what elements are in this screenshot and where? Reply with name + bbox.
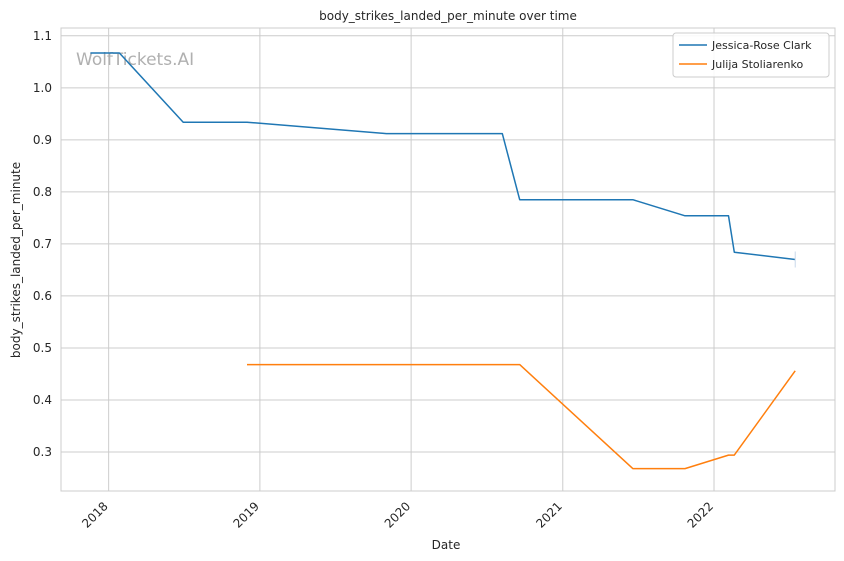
y-tick-label: 0.9 — [33, 133, 52, 147]
y-tick-label: 0.4 — [33, 393, 52, 407]
y-tick-label: 0.6 — [33, 289, 52, 303]
legend-label-jessica-rose-clark: Jessica-Rose Clark — [711, 39, 812, 52]
legend: Jessica-Rose Clark Julija Stoliarenko — [672, 32, 830, 78]
y-tick-label: 0.8 — [33, 185, 52, 199]
x-axis-title: Date — [432, 538, 461, 552]
watermark: WolfTickets.AI — [76, 50, 194, 70]
y-tick-label: 1.1 — [33, 29, 52, 43]
y-tick-label: 0.3 — [33, 445, 52, 459]
legend-box — [672, 32, 830, 78]
y-axis-title: body_strikes_landed_per_minute — [9, 162, 23, 358]
legend-label-julija-stoliarenko: Julija Stoliarenko — [711, 58, 803, 71]
y-tick-label: 1.0 — [33, 81, 52, 95]
series-line-julija-stoliarenko — [247, 363, 796, 470]
chart-title: body_strikes_landed_per_minute over time — [319, 9, 577, 23]
series-lines — [90, 52, 796, 470]
series-line-jessica-rose-clark — [90, 52, 796, 261]
y-tick-label: 0.7 — [33, 237, 52, 251]
y-tick-label: 0.5 — [33, 341, 52, 355]
grid-lines — [61, 28, 835, 491]
plot-area-frame — [60, 27, 836, 492]
